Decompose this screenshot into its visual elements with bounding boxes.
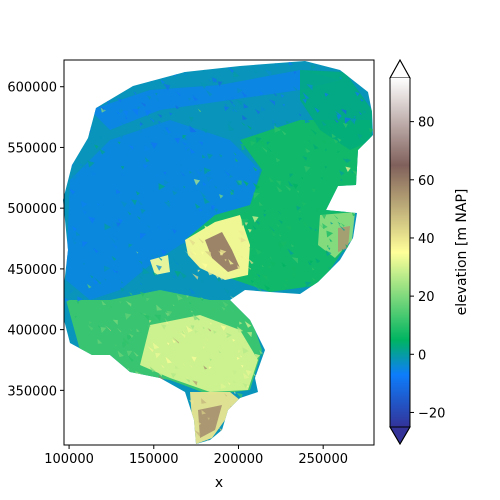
colorbar-tick-label: −20: [418, 406, 445, 421]
x-tick-label: 150000: [129, 452, 179, 467]
y-tick-label: 600000: [7, 81, 57, 96]
colorbar-tick-label: 40: [418, 232, 435, 247]
colorbar-tick-label: 60: [418, 174, 435, 189]
x-tick-label: 250000: [298, 452, 348, 467]
colorbar-label: elevation [m NAP]: [454, 189, 470, 316]
region-north-coast: [90, 70, 340, 130]
region-central-polder: [66, 120, 260, 300]
y-tick-label: 400000: [7, 324, 57, 339]
y-tick-label: 500000: [7, 202, 57, 217]
region-west-hill: [150, 255, 170, 275]
colorbar-tick-label: 0: [418, 348, 426, 363]
colorbar-frame: [389, 58, 411, 445]
region-north-east: [300, 70, 372, 150]
colorbar-ticks: −20 0 20 40 60 80: [410, 116, 445, 421]
colorbar-tick-label: 20: [418, 290, 435, 305]
colorbar-tick-label: 80: [418, 116, 435, 131]
colorbar-extend-top: [389, 58, 411, 79]
y-tick-label: 450000: [7, 263, 57, 278]
elevation-map: [63, 61, 373, 444]
colorbar: −20 0 20 40 60 80 elevation [m NAP]: [389, 58, 470, 445]
y-tick-label: 350000: [7, 384, 57, 399]
x-tick-label: 200000: [214, 452, 264, 467]
axes-frame: [63, 59, 375, 446]
plot-area: 100000 150000 200000 250000 350000 400000 450…: [7, 59, 375, 491]
x-axis-label: x: [215, 475, 223, 491]
colorbar-extend-bottom: [389, 426, 411, 445]
y-tick-label: 550000: [7, 141, 57, 156]
colorbar-gradient: [390, 78, 410, 427]
x-tick-label: 100000: [44, 452, 94, 467]
x-axis: 100000 150000 200000 250000: [44, 445, 348, 467]
y-axis: 350000 400000 450000 500000 550000 600000: [7, 81, 64, 399]
